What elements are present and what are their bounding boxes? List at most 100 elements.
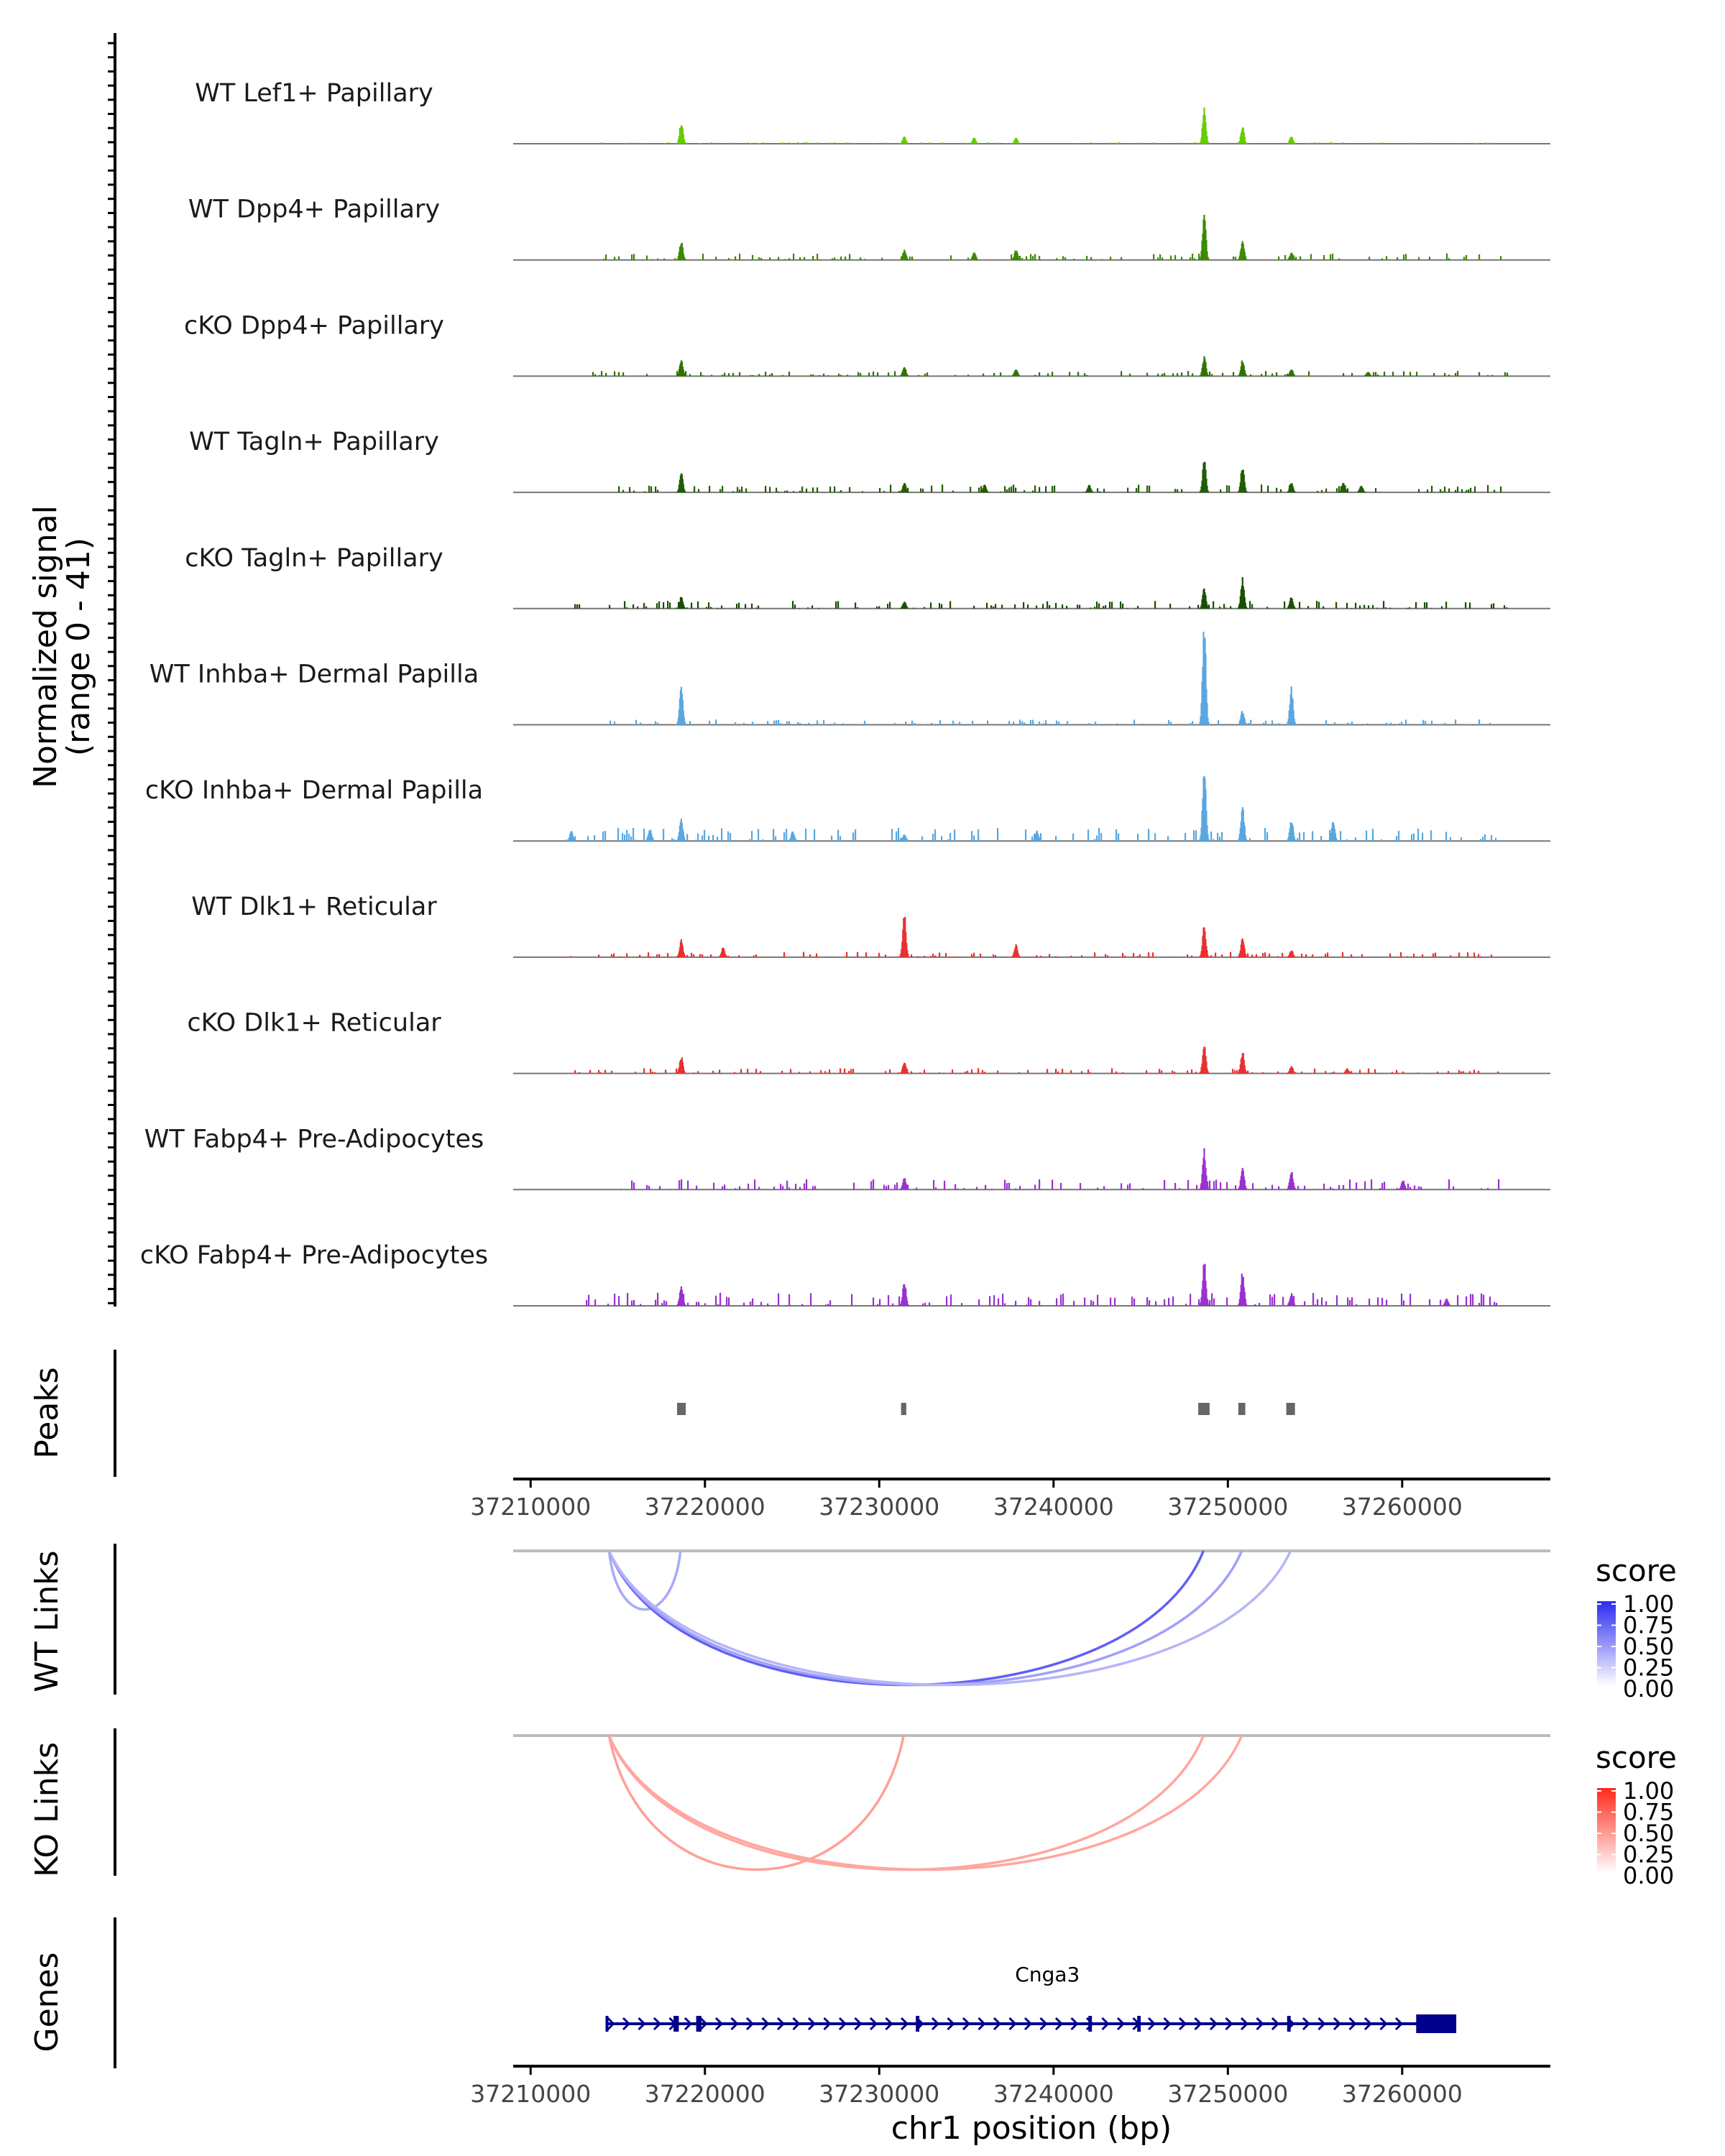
signal-bar <box>1448 258 1450 260</box>
signal-bar <box>944 1180 946 1190</box>
signal-bar <box>1243 719 1246 725</box>
signal-bar <box>1487 374 1489 377</box>
signal-bar <box>1086 374 1088 377</box>
signal-bar <box>1021 258 1024 260</box>
signal-bar <box>1207 1302 1209 1306</box>
signal-bar <box>1169 603 1172 609</box>
signal-bar <box>1250 719 1252 725</box>
signal-bar <box>745 488 748 493</box>
signal-bar <box>1245 374 1247 377</box>
signal-bar <box>1422 719 1425 725</box>
signal-bar <box>1198 1299 1200 1306</box>
signal-bar <box>898 490 901 493</box>
signal-bar <box>685 142 687 144</box>
signal-bar <box>1208 1304 1210 1306</box>
signal-bar <box>1015 1301 1017 1306</box>
signal-bar <box>1489 1296 1491 1306</box>
signal-bar <box>1448 488 1450 493</box>
signal-bar <box>806 488 808 493</box>
signal-bar <box>978 1299 980 1306</box>
signal-bar <box>1208 608 1210 609</box>
signal-bar <box>881 257 883 260</box>
signal-bar <box>975 257 978 260</box>
signal-bar <box>1429 1299 1431 1306</box>
signal-bar <box>1287 374 1289 377</box>
signal-bar <box>906 839 908 842</box>
signal-bar <box>1252 1183 1254 1190</box>
signal-bar <box>827 375 829 377</box>
signal-bar <box>607 1304 610 1306</box>
signal-bar <box>1405 254 1407 260</box>
signal-bar <box>704 829 706 842</box>
signal-bar <box>1122 953 1124 957</box>
signal-bar <box>913 607 915 609</box>
signal-bar <box>1292 488 1294 493</box>
signal-bar <box>1265 1187 1267 1190</box>
signal-bar <box>1403 254 1405 260</box>
signal-bar <box>1196 142 1198 144</box>
signal-bar <box>1086 256 1088 260</box>
signal-bar <box>1306 143 1308 144</box>
x-axis-bottom-tick-label: 37240000 <box>993 2080 1114 2108</box>
signal-bar <box>851 1294 853 1306</box>
signal-bar <box>1364 1181 1366 1190</box>
signal-bar <box>907 259 909 260</box>
signal-bar <box>810 374 812 377</box>
signal-bar <box>1159 254 1162 260</box>
signal-bar <box>574 839 576 842</box>
signal-bar <box>1269 1072 1271 1074</box>
signal-bar <box>1274 1294 1276 1306</box>
signal-bar <box>1396 836 1398 842</box>
signal-bar <box>1116 723 1118 725</box>
signal-bar <box>1495 837 1497 842</box>
signal-bar <box>1349 723 1351 725</box>
signal-bar <box>857 724 860 725</box>
signal-bar <box>1031 837 1034 842</box>
track-label: cKO Inhba+ Dermal Papilla <box>145 776 483 805</box>
signal-bar <box>1235 257 1237 260</box>
signal-bar <box>1210 831 1213 842</box>
signal-bar <box>739 372 741 377</box>
signal-bar <box>739 489 741 493</box>
signal-bar <box>1294 607 1296 609</box>
signal-bar <box>1412 142 1414 144</box>
signal-bar <box>698 143 700 144</box>
signal-bar <box>894 723 896 725</box>
signal-bar <box>1282 952 1284 957</box>
signal-bar <box>1455 719 1457 725</box>
wt-legend-title: score <box>1596 1553 1677 1588</box>
signal-bar <box>849 254 851 260</box>
signal-bar <box>752 254 754 260</box>
signal-bar <box>976 142 978 144</box>
signal-bar <box>1375 142 1377 144</box>
signal-bar <box>980 839 982 842</box>
signal-bar <box>1208 258 1210 260</box>
signal-bar <box>1325 1301 1328 1306</box>
signal-bar <box>1052 1179 1054 1190</box>
signal-bar <box>1440 1299 1442 1306</box>
signal-bar <box>1244 1299 1246 1306</box>
signal-bar <box>1018 956 1021 957</box>
signal-bar <box>788 1187 791 1190</box>
signal-bar <box>1250 374 1252 377</box>
signal-bar <box>914 723 916 725</box>
signal-bar <box>1293 836 1295 842</box>
signal-bar <box>1190 723 1192 725</box>
signal-bar <box>983 373 985 377</box>
signal-bar <box>658 601 661 609</box>
signal-bar <box>932 834 934 842</box>
signal-bar <box>795 142 797 144</box>
signal-bar <box>1207 717 1209 725</box>
ko-link-arc <box>607 1735 905 1871</box>
signal-bar <box>1220 1182 1222 1190</box>
signal-bar <box>1103 606 1105 609</box>
exon <box>1287 2016 1291 2032</box>
signal-bar <box>949 833 952 842</box>
signal-bar <box>1276 372 1278 377</box>
signal-bar <box>667 953 669 957</box>
signal-bar <box>1330 1187 1332 1190</box>
strand-arrow <box>1333 2017 1342 2031</box>
signal-bar <box>1215 952 1217 957</box>
signal-bar <box>971 954 973 957</box>
signal-bar <box>1008 487 1011 493</box>
